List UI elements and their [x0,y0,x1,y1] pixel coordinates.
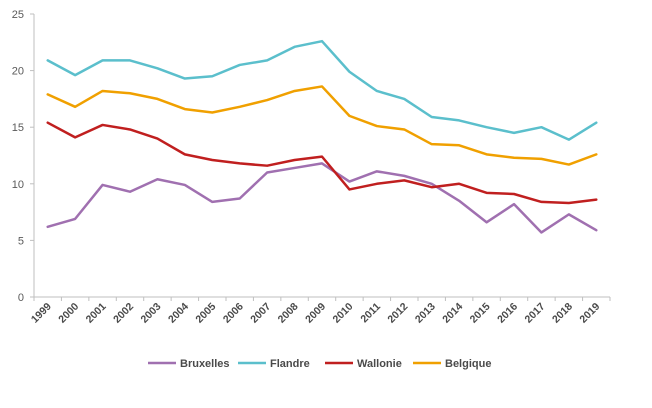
legend-label-belgique: Belgique [445,358,491,370]
x-tick-label: 2006 [221,301,246,326]
legend-label-bruxelles: Bruxelles [180,358,230,370]
legend-label-flandre: Flandre [270,358,310,370]
series-line-belgique [46,85,598,166]
x-tick-label: 2004 [166,301,191,326]
x-tick-label: 2016 [495,301,520,326]
x-tick-label: 2014 [440,301,465,326]
x-tick-label: 2012 [385,301,410,326]
x-tick-label: 2019 [577,301,602,326]
y-tick-label: 5 [18,235,24,247]
x-tick-label: 2001 [84,301,109,326]
y-tick-label: 0 [18,292,24,304]
x-tick-label: 2002 [111,301,136,326]
y-tick-label: 10 [12,179,24,191]
x-tick-label: 2008 [276,301,301,326]
y-tick-label: 25 [12,9,24,21]
x-tick-label: 2017 [523,301,548,326]
x-tick-label: 1999 [29,301,54,326]
series-line-bruxelles [46,162,598,234]
x-tick-label: 2005 [193,301,218,326]
x-tick-label: 2007 [248,301,273,326]
x-tick-label: 2015 [468,301,493,326]
series-line-flandre [46,39,598,141]
x-tick-label: 2011 [358,301,383,326]
x-tick-label: 2003 [139,301,164,326]
x-tick-label: 2000 [56,301,81,326]
y-tick-label: 20 [12,66,24,78]
series-line-wallonie [46,121,598,205]
x-tick-label: 2018 [550,301,575,326]
legend-label-wallonie: Wallonie [357,358,402,370]
x-tick-label: 2009 [303,301,328,326]
x-tick-label: 2010 [331,301,356,326]
y-tick-label: 15 [12,122,24,134]
x-tick-label: 2013 [413,301,438,326]
